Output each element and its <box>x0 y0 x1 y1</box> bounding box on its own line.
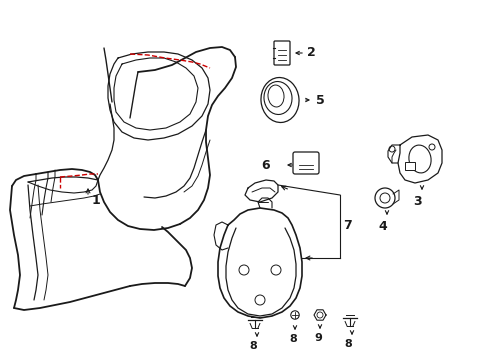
Circle shape <box>388 146 394 152</box>
Circle shape <box>316 312 323 318</box>
Circle shape <box>254 295 264 305</box>
Text: 5: 5 <box>315 94 324 107</box>
Text: 1: 1 <box>92 194 101 207</box>
Text: 4: 4 <box>378 220 386 233</box>
Circle shape <box>428 144 434 150</box>
FancyBboxPatch shape <box>292 152 318 174</box>
Circle shape <box>270 265 281 275</box>
FancyBboxPatch shape <box>273 41 289 65</box>
Circle shape <box>379 193 389 203</box>
Text: 3: 3 <box>413 194 422 207</box>
Circle shape <box>239 265 248 275</box>
Bar <box>404 162 414 170</box>
Text: 8: 8 <box>288 334 296 344</box>
Text: 2: 2 <box>306 45 315 59</box>
Ellipse shape <box>264 81 291 114</box>
Text: 6: 6 <box>261 158 269 171</box>
Text: 7: 7 <box>342 219 351 231</box>
Text: 8: 8 <box>248 341 256 351</box>
Circle shape <box>374 188 394 208</box>
Text: 8: 8 <box>344 339 351 349</box>
Circle shape <box>290 311 299 319</box>
Ellipse shape <box>267 85 284 107</box>
Ellipse shape <box>408 145 430 173</box>
Ellipse shape <box>261 77 299 122</box>
Text: 9: 9 <box>313 333 321 343</box>
